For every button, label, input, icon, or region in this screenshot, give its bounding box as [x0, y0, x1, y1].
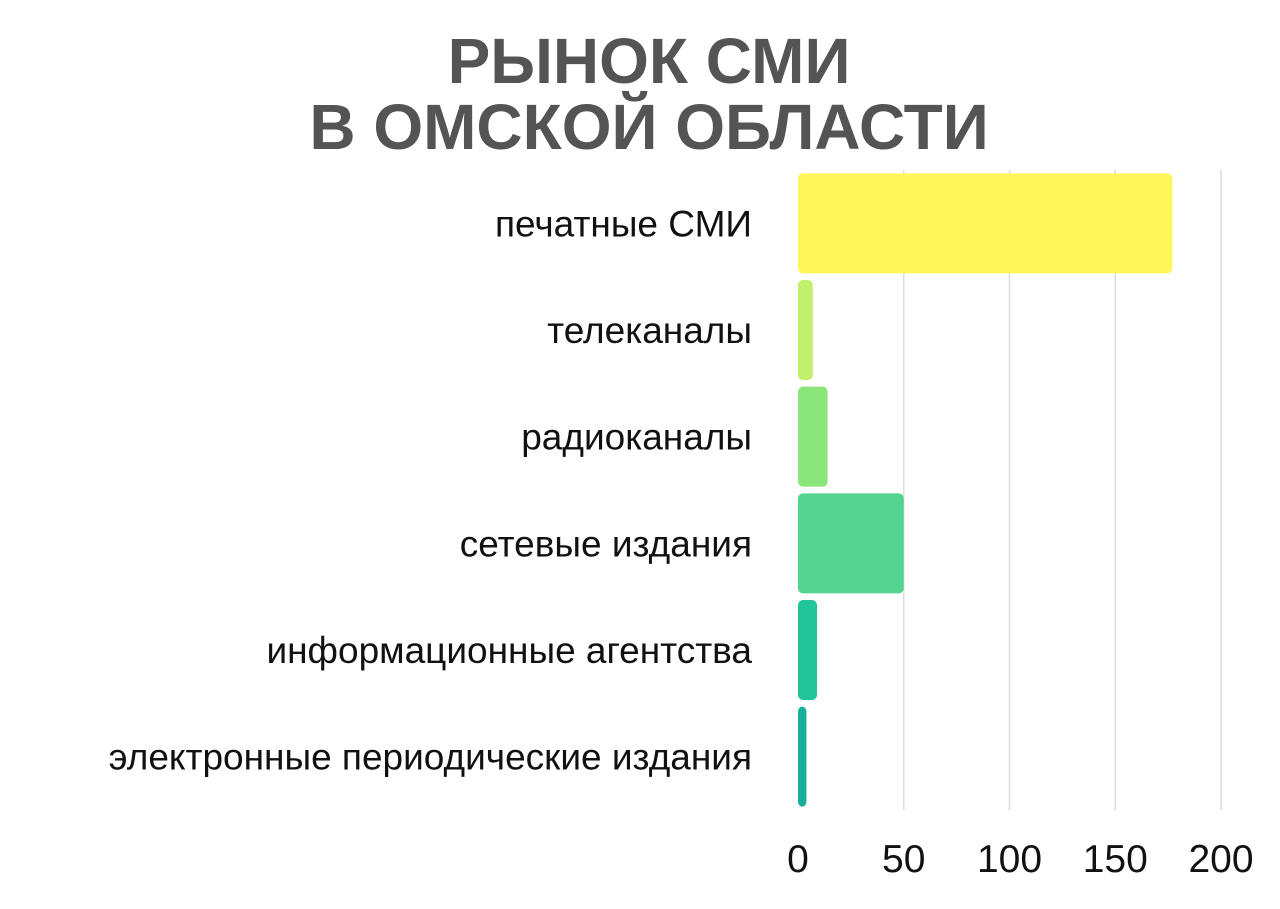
x-tick-label: 0 — [787, 838, 809, 881]
category-label: информационные агентства — [266, 630, 752, 671]
bar — [798, 280, 813, 380]
chart-title: РЫНОК СМИ В ОМСКОЙ ОБЛАСТИ — [0, 28, 1280, 160]
bar — [798, 386, 828, 487]
category-label: радиоканалы — [521, 417, 752, 458]
x-tick-label: 150 — [1083, 838, 1148, 881]
x-tick-label: 50 — [882, 838, 925, 881]
x-tick-label: 200 — [1188, 838, 1253, 881]
category-label: электронные периодические издания — [109, 737, 752, 778]
category-labels: печатные СМИ телеканалы радиоканалы сетевые… — [109, 203, 753, 777]
x-axis-tick-labels: 0 50 100 150 200 — [787, 838, 1253, 881]
bars — [798, 173, 1173, 807]
bar — [798, 600, 818, 700]
chart-title-line-1: РЫНОК СМИ — [447, 25, 851, 97]
category-label: телеканалы — [547, 310, 752, 351]
x-tick-label: 100 — [977, 838, 1042, 881]
bar — [798, 173, 1173, 274]
bar — [798, 493, 904, 594]
category-label: печатные СМИ — [495, 203, 752, 244]
chart-title-line-2: В ОМСКОЙ ОБЛАСТИ — [309, 91, 989, 163]
gridlines — [903, 170, 1222, 810]
bar — [798, 706, 807, 807]
category-label: сетевые издания — [460, 523, 752, 564]
